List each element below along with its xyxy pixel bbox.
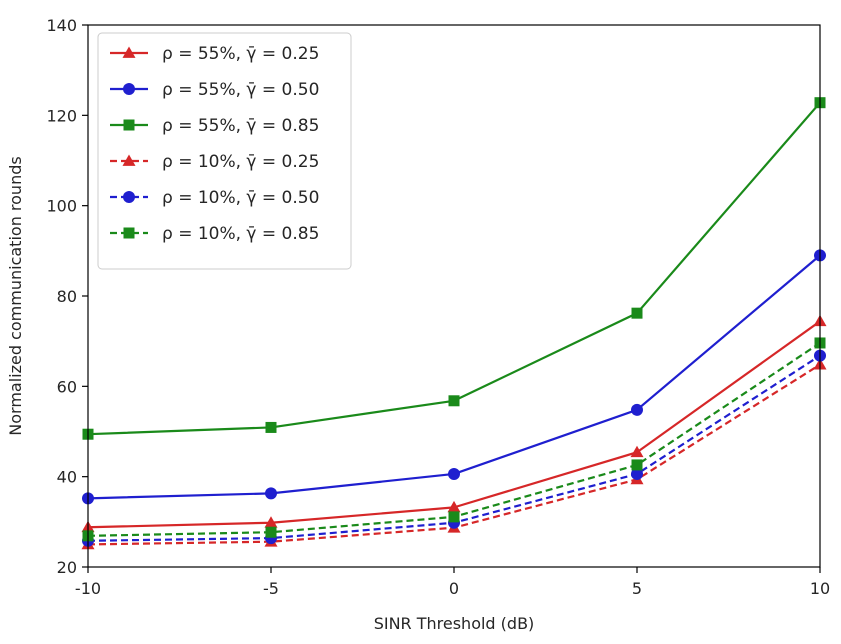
data-point-s3-2 — [265, 421, 277, 433]
y-tick-label: 140 — [46, 16, 77, 35]
legend-marker — [122, 154, 136, 166]
y-tick-label: 100 — [46, 197, 77, 216]
legend-entry-6: ρ = 10%, γ̄ = 0.85 — [110, 224, 319, 244]
legend-marker — [123, 83, 135, 95]
data-point-s2-3 — [448, 467, 460, 480]
data-point-s3-3 — [448, 395, 460, 407]
data-point-s6-3 — [448, 511, 460, 523]
data-point-s6-4 — [631, 459, 643, 471]
x-tick-label: 10 — [810, 579, 830, 598]
axes-layer: -10 -5 0 5 10 20 40 60 80 100 120 140 — [46, 16, 830, 598]
data-point-s3-4 — [631, 307, 643, 319]
y-tick-label: 80 — [57, 287, 77, 306]
legend-label: ρ = 55%, γ̄ = 0.85 — [162, 116, 319, 136]
data-point-s1-2 — [264, 516, 278, 528]
y-tick-label: 20 — [57, 558, 77, 577]
legend-entry-1: ρ = 55%, γ̄ = 0.25 — [110, 44, 319, 64]
data-point-s6-2 — [265, 526, 277, 538]
legend-label: ρ = 55%, γ̄ = 0.50 — [162, 80, 319, 100]
legend-entry-5: ρ = 10%, γ̄ = 0.50 — [110, 188, 319, 208]
legend-label: ρ = 10%, γ̄ = 0.50 — [162, 188, 319, 208]
legend-box — [97, 32, 352, 270]
x-axis-label: SINR Threshold (dB) — [374, 614, 535, 633]
legend-entry-4: ρ = 10%, γ̄ = 0.25 — [110, 152, 319, 172]
y-axis-label: Normalized communication rounds — [6, 156, 25, 435]
x-tick-label: -5 — [263, 579, 279, 598]
legend-marker — [123, 191, 135, 203]
x-tick-label: -10 — [75, 579, 101, 598]
x-tick-label: 0 — [449, 579, 459, 598]
data-point-s1-3 — [447, 500, 461, 513]
legend-label: ρ = 10%, γ̄ = 0.25 — [162, 152, 319, 172]
legend-label: ρ = 10%, γ̄ = 0.85 — [162, 224, 319, 244]
data-point-s5-4 — [631, 467, 643, 480]
legend-entry-3: ρ = 55%, γ̄ = 0.85 — [110, 116, 319, 136]
legend-label: ρ = 55%, γ̄ = 0.25 — [162, 44, 319, 64]
legend-marker — [123, 227, 135, 239]
y-tick-label: 120 — [46, 106, 77, 125]
legend-marker — [123, 119, 135, 131]
y-tick-label: 40 — [57, 468, 77, 487]
legend: ρ = 55%, γ̄ = 0.25 ρ = 55%, γ̄ = 0.50 ρ = … — [97, 32, 352, 270]
data-point-s2-2 — [265, 487, 277, 500]
x-tick-label: 5 — [632, 579, 642, 598]
data-point-s1-4 — [630, 445, 644, 458]
y-tick-label: 60 — [57, 377, 77, 396]
legend-entry-2: ρ = 55%, γ̄ = 0.50 — [110, 80, 319, 100]
legend-marker — [122, 46, 136, 58]
data-point-s2-4 — [631, 403, 643, 416]
